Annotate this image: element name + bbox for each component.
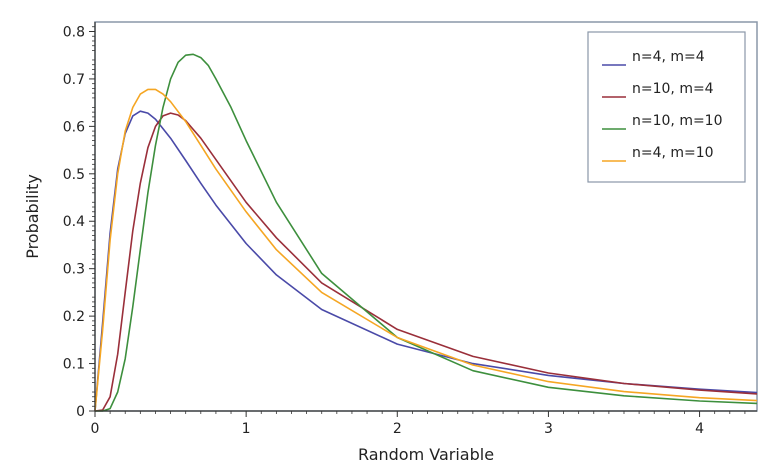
x-tick-label: 3	[544, 421, 553, 437]
y-tick-label: 0.6	[63, 119, 85, 135]
series-line-4	[94, 88, 758, 412]
y-tick-label: 0	[76, 404, 85, 420]
y-tick-label: 0.7	[63, 72, 85, 88]
ticks-layer: 0 1 2 3 4 0 0.1 0.2 0.3 0.4 0.5 0.6 0.7 0.8	[63, 24, 746, 437]
y-tick-label: 0.4	[63, 214, 85, 230]
legend-label-3: n=10, m=10	[632, 113, 723, 129]
x-tick-label: 0	[91, 421, 100, 437]
legend-label-2: n=10, m=4	[632, 81, 714, 97]
y-tick-label: 0.2	[63, 309, 85, 325]
y-tick-label: 0.8	[63, 24, 85, 40]
y-axis-label: Probability	[23, 174, 42, 259]
legend-box	[587, 31, 746, 183]
legend-label-4: n=4, m=10	[632, 145, 714, 161]
x-tick-label: 1	[242, 421, 251, 437]
x-tick-label: 2	[393, 421, 402, 437]
legend-label-1: n=4, m=4	[632, 49, 705, 65]
series-line-3	[95, 53, 758, 412]
series-layer	[94, 53, 758, 412]
y-tick-label: 0.5	[63, 167, 85, 183]
legend: n=4, m=4 n=10, m=4 n=10, m=10 n=4, m=10	[587, 31, 746, 183]
x-axis-label: Random Variable	[358, 445, 494, 464]
y-tick-label: 0.1	[63, 357, 85, 373]
y-tick-label: 0.3	[63, 262, 85, 278]
x-tick-label: 4	[695, 421, 704, 437]
